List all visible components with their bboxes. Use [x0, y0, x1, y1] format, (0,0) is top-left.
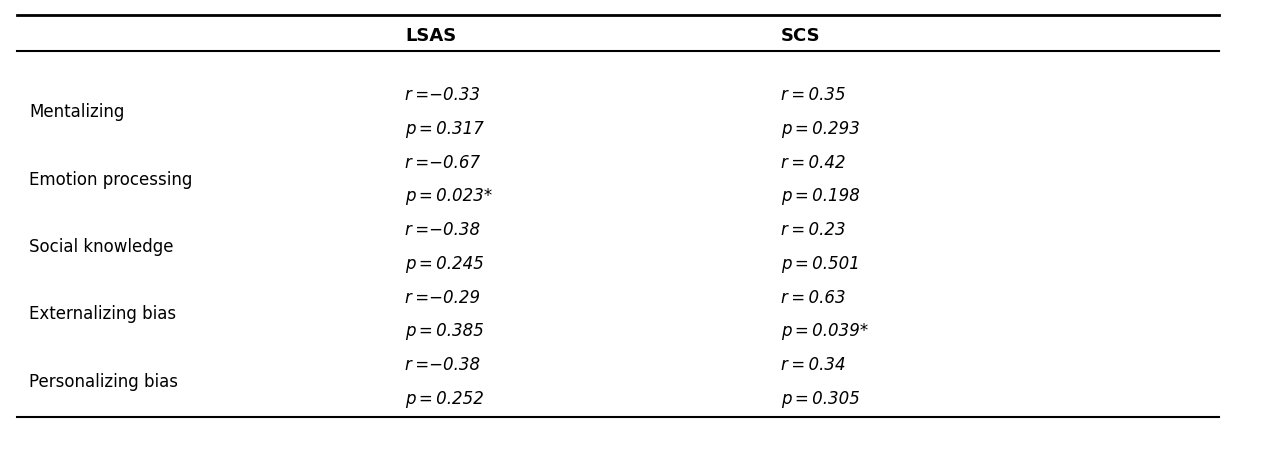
- Text: r = 0.42: r = 0.42: [781, 153, 845, 171]
- Text: Personalizing bias: Personalizing bias: [29, 372, 178, 390]
- Text: p = 0.385: p = 0.385: [405, 322, 484, 339]
- Text: r =−0.29: r =−0.29: [405, 288, 480, 306]
- Text: p = 0.039*: p = 0.039*: [781, 322, 868, 339]
- Text: Social knowledge: Social knowledge: [29, 238, 174, 256]
- Text: p = 0.501: p = 0.501: [781, 254, 860, 272]
- Text: r =−0.38: r =−0.38: [405, 355, 480, 373]
- Text: SCS: SCS: [781, 27, 821, 45]
- Text: p = 0.198: p = 0.198: [781, 187, 860, 205]
- Text: LSAS: LSAS: [405, 27, 456, 45]
- Text: p = 0.023*: p = 0.023*: [405, 187, 492, 205]
- Text: p = 0.245: p = 0.245: [405, 254, 484, 272]
- Text: p = 0.252: p = 0.252: [405, 389, 484, 407]
- Text: r =−0.38: r =−0.38: [405, 221, 480, 238]
- Text: r =−0.67: r =−0.67: [405, 153, 480, 171]
- Text: p = 0.317: p = 0.317: [405, 120, 484, 138]
- Text: r =−0.33: r =−0.33: [405, 86, 480, 104]
- Text: p = 0.293: p = 0.293: [781, 120, 860, 138]
- Text: r = 0.34: r = 0.34: [781, 355, 845, 373]
- Text: r = 0.63: r = 0.63: [781, 288, 845, 306]
- Text: Emotion processing: Emotion processing: [29, 170, 193, 188]
- Text: Mentalizing: Mentalizing: [29, 103, 125, 121]
- Text: p = 0.305: p = 0.305: [781, 389, 860, 407]
- Text: Externalizing bias: Externalizing bias: [29, 305, 177, 323]
- Text: r = 0.35: r = 0.35: [781, 86, 845, 104]
- Text: r = 0.23: r = 0.23: [781, 221, 845, 238]
